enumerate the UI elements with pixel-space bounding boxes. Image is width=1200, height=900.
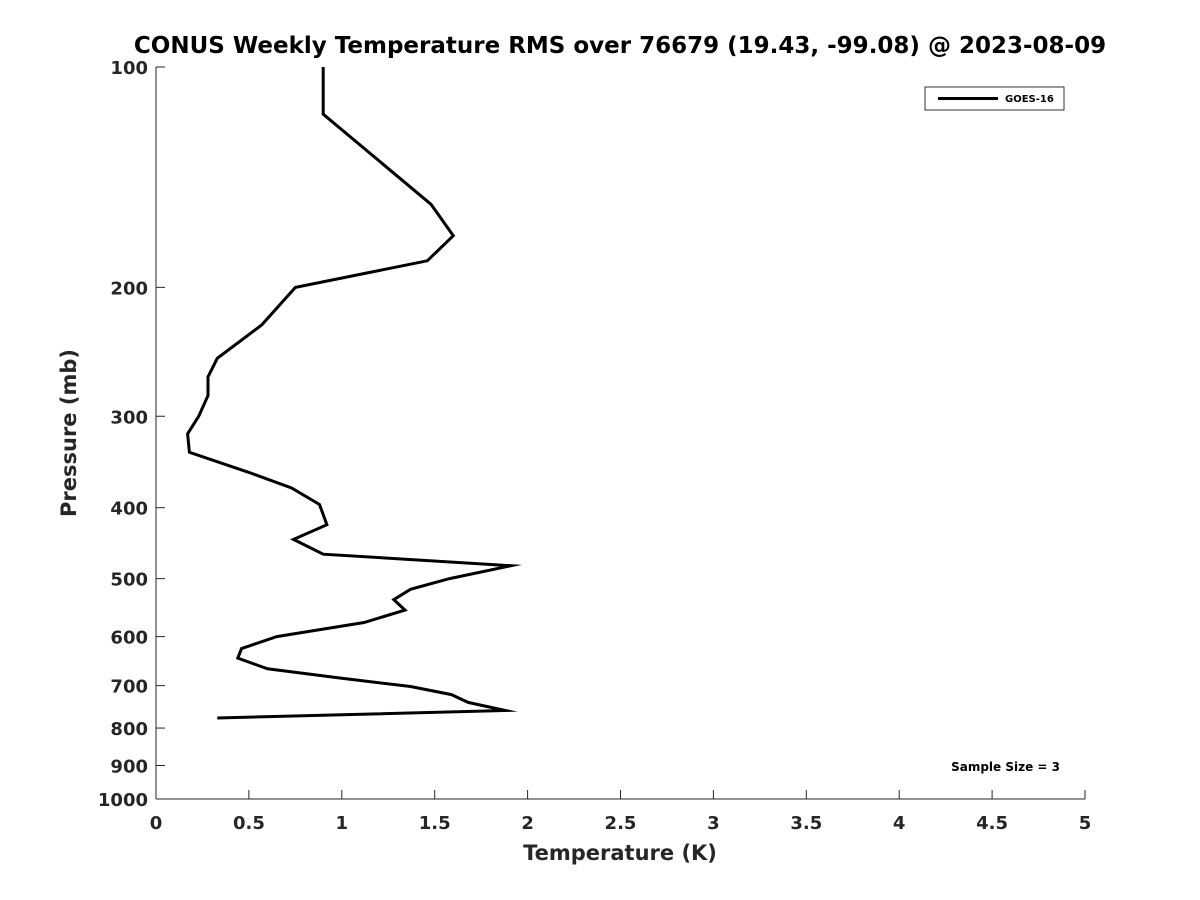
y-tick-label: 400 <box>110 499 148 520</box>
x-tick-label: 0 <box>150 813 163 834</box>
x-tick-label: 1.5 <box>419 813 451 834</box>
x-tick-label: 4 <box>893 813 906 834</box>
y-tick-label: 900 <box>110 757 148 778</box>
y-tick-label: 300 <box>110 407 148 428</box>
legend: GOES-16 <box>924 86 1065 111</box>
x-tick-label: 2 <box>521 813 534 834</box>
y-tick-label: 500 <box>110 570 148 591</box>
x-tick-label: 0.5 <box>233 813 265 834</box>
series-line-goes-16 <box>186 67 523 720</box>
x-tick-label: 5 <box>1079 813 1092 834</box>
legend-label-goes-16: GOES-16 <box>1005 94 1054 105</box>
x-tick-label: 3.5 <box>790 813 822 834</box>
chart-title: CONUS Weekly Temperature RMS over 76679 … <box>134 33 1106 59</box>
sample-size-annotation: Sample Size = 3 <box>951 760 1060 774</box>
y-axis-ticks: 100 200 300 400 500 600 700 800 900 1000 <box>98 58 165 811</box>
y-tick-label: 600 <box>110 628 148 649</box>
x-tick-label: 1 <box>336 813 349 834</box>
x-axis-label: Temperature (K) <box>523 841 717 865</box>
y-tick-label: 700 <box>110 677 148 698</box>
y-tick-label: 200 <box>110 278 148 299</box>
x-tick-label: 4.5 <box>976 813 1008 834</box>
y-tick-label: 800 <box>110 719 148 740</box>
x-axis-ticks: 0 0.5 1 1.5 2 2.5 3 3.5 4 4.5 5 <box>150 790 1092 834</box>
y-tick-label: 100 <box>110 58 148 79</box>
x-tick-label: 2.5 <box>605 813 637 834</box>
y-axis-label: Pressure (mb) <box>57 349 81 517</box>
series-layer <box>186 67 523 720</box>
y-tick-label: 1000 <box>98 790 148 811</box>
x-tick-label: 3 <box>707 813 720 834</box>
